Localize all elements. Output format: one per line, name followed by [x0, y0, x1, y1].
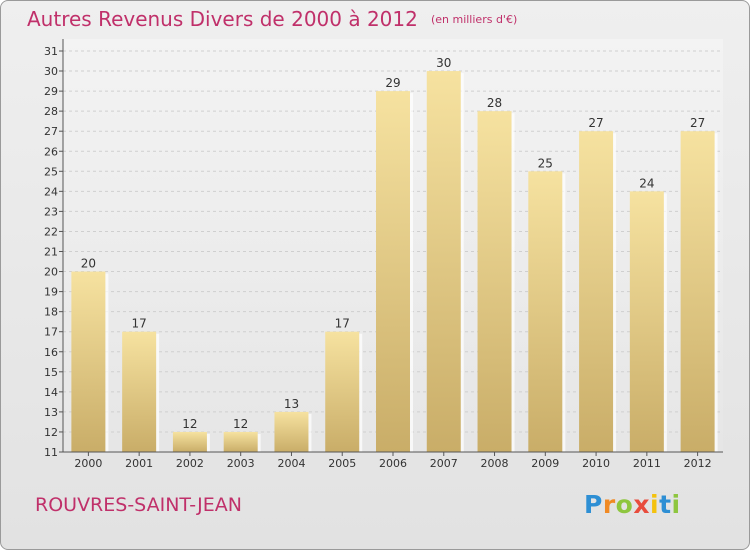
bar-value-label: 17	[132, 317, 147, 331]
logo-letter: o	[615, 490, 634, 519]
x-tick-label: 2011	[633, 457, 661, 470]
y-tick-label: 15	[44, 366, 58, 379]
bar	[223, 431, 258, 452]
bar-value-label: 17	[335, 317, 350, 331]
bar	[122, 331, 157, 452]
y-tick-label: 29	[44, 85, 58, 98]
chart-title: Autres Revenus Divers de 2000 à 2012 (en…	[27, 7, 517, 31]
x-tick-label: 2008	[481, 457, 509, 470]
logo-letter: i	[671, 490, 681, 519]
bar	[172, 431, 207, 452]
x-tick-label: 2003	[227, 457, 255, 470]
bar	[680, 131, 715, 452]
x-tick-label: 2004	[277, 457, 305, 470]
logo-letter: P	[584, 490, 603, 519]
y-tick-label: 12	[44, 426, 58, 439]
bar	[376, 91, 410, 452]
y-tick-label: 23	[44, 205, 58, 218]
bar	[579, 131, 614, 452]
bar	[274, 411, 309, 452]
x-tick-label: 2006	[379, 457, 407, 470]
proxiti-logo[interactable]: Proxiti	[584, 490, 681, 519]
x-tick-label: 2012	[684, 457, 712, 470]
y-tick-label: 16	[44, 346, 58, 359]
y-tick-label: 20	[44, 266, 58, 279]
x-tick-label: 2005	[328, 457, 356, 470]
y-tick-label: 24	[44, 185, 58, 198]
bar-value-label: 25	[538, 156, 553, 170]
x-tick-label: 2007	[430, 457, 458, 470]
bar-value-label: 28	[487, 96, 502, 110]
logo-letter: i	[650, 490, 660, 519]
y-tick-label: 13	[44, 406, 58, 419]
bar-value-label: 13	[284, 397, 299, 411]
y-tick-label: 25	[44, 165, 58, 178]
y-tick-label: 26	[44, 145, 58, 158]
bar-value-label: 30	[436, 56, 451, 70]
x-tick-label: 2001	[125, 457, 153, 470]
place-name: ROUVRES-SAINT-JEAN	[35, 494, 243, 516]
bar	[426, 71, 461, 453]
bar	[477, 111, 512, 453]
y-tick-label: 28	[44, 105, 58, 118]
chart-unit: (en milliers d'€)	[430, 13, 518, 26]
x-tick-label: 2009	[531, 457, 559, 470]
logo-letter: t	[659, 490, 672, 519]
x-tick-label: 2000	[74, 457, 102, 470]
bar-value-label: 27	[588, 116, 603, 130]
x-tick-label: 2010	[582, 457, 610, 470]
y-tick-label: 30	[44, 65, 58, 78]
bar-value-label: 29	[385, 76, 400, 90]
y-tick-label: 21	[44, 246, 58, 259]
bar-value-label: 12	[233, 417, 248, 431]
bar	[629, 191, 664, 452]
y-tick-label: 27	[44, 125, 58, 138]
y-tick-label: 17	[44, 326, 58, 339]
bar	[528, 171, 563, 453]
chart-title-text: Autres Revenus Divers de 2000 à 2012	[27, 7, 418, 31]
bar-value-label: 20	[81, 257, 96, 271]
bar	[325, 331, 360, 452]
axes: 11 12 13 14 15 16 17 18 19 20 21 22 23 24 25 26 27 28 29 30…	[44, 39, 723, 470]
y-tick-label: 18	[44, 306, 58, 319]
bar-value-label: 27	[690, 116, 705, 130]
bars: 20 17 12 12 13 17 29 30 28 25 27 24 27	[71, 56, 718, 453]
logo-letter: r	[602, 490, 616, 519]
y-tick-label: 11	[44, 446, 58, 459]
y-tick-label: 22	[44, 225, 58, 238]
bar	[71, 271, 106, 452]
logo-letter: x	[633, 490, 650, 519]
y-tick-label: 31	[44, 45, 58, 58]
bar-value-label: 24	[639, 176, 654, 190]
y-tick-label: 14	[44, 386, 58, 399]
x-tick-label: 2002	[176, 457, 204, 470]
y-tick-label: 19	[44, 286, 58, 299]
bar-value-label: 12	[182, 417, 197, 431]
